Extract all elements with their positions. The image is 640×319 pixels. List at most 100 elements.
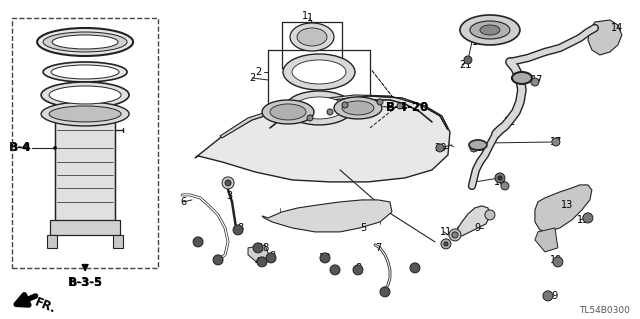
Text: 6: 6 (180, 197, 186, 207)
Polygon shape (55, 114, 115, 220)
Ellipse shape (270, 104, 306, 120)
Circle shape (320, 253, 330, 263)
Text: 5: 5 (360, 223, 366, 233)
Circle shape (327, 109, 333, 115)
Text: 8: 8 (355, 263, 361, 273)
Text: 3: 3 (226, 191, 232, 201)
Ellipse shape (512, 72, 532, 84)
Text: 2: 2 (255, 67, 261, 77)
Circle shape (353, 265, 363, 275)
Ellipse shape (294, 97, 344, 119)
Circle shape (552, 138, 560, 146)
Text: 12: 12 (504, 117, 516, 127)
Polygon shape (195, 96, 450, 182)
Polygon shape (588, 20, 622, 55)
Circle shape (452, 232, 458, 238)
Circle shape (307, 115, 313, 121)
Polygon shape (535, 185, 592, 232)
Circle shape (543, 291, 553, 301)
Circle shape (531, 78, 539, 86)
Circle shape (449, 229, 461, 241)
Circle shape (54, 146, 56, 149)
Ellipse shape (290, 23, 334, 51)
Circle shape (222, 177, 234, 189)
Circle shape (436, 144, 444, 152)
Circle shape (553, 257, 563, 267)
Text: 16: 16 (472, 37, 484, 47)
Circle shape (377, 99, 383, 105)
Text: 19: 19 (550, 255, 562, 265)
Polygon shape (113, 235, 123, 248)
Text: 19: 19 (577, 215, 589, 225)
Text: 8: 8 (412, 263, 418, 273)
Text: 1: 1 (302, 11, 308, 21)
Ellipse shape (49, 86, 121, 104)
Ellipse shape (334, 97, 382, 119)
Text: 21: 21 (459, 60, 471, 70)
Text: 8: 8 (269, 251, 275, 261)
Circle shape (253, 243, 263, 253)
Circle shape (444, 242, 448, 246)
Ellipse shape (480, 25, 500, 35)
Circle shape (342, 102, 348, 108)
Text: 8: 8 (195, 237, 201, 247)
Text: 1: 1 (307, 13, 313, 23)
Text: 20: 20 (434, 143, 446, 153)
Text: 15: 15 (476, 143, 488, 153)
Ellipse shape (460, 15, 520, 45)
Ellipse shape (297, 28, 327, 46)
Polygon shape (50, 220, 120, 235)
Text: B-4-20: B-4-20 (387, 101, 429, 115)
Text: 9: 9 (475, 223, 481, 233)
Polygon shape (47, 235, 57, 248)
Circle shape (485, 210, 495, 220)
Circle shape (470, 144, 478, 152)
Circle shape (380, 287, 390, 297)
Text: 18: 18 (258, 243, 270, 253)
Text: FR.: FR. (33, 296, 58, 316)
Ellipse shape (469, 140, 487, 150)
Text: 8: 8 (237, 223, 243, 233)
Ellipse shape (37, 28, 133, 56)
Ellipse shape (470, 21, 510, 39)
Text: B-3-5: B-3-5 (68, 276, 102, 289)
Ellipse shape (52, 35, 118, 49)
Ellipse shape (43, 32, 127, 52)
Circle shape (193, 237, 203, 247)
Ellipse shape (51, 65, 119, 79)
Ellipse shape (49, 106, 121, 122)
Polygon shape (456, 206, 490, 236)
Ellipse shape (285, 91, 353, 125)
Text: 17: 17 (550, 137, 562, 147)
Polygon shape (248, 245, 270, 265)
Circle shape (464, 56, 472, 64)
Circle shape (583, 213, 593, 223)
Ellipse shape (43, 62, 127, 82)
Circle shape (501, 182, 509, 190)
Text: B-4-20: B-4-20 (387, 101, 429, 115)
Text: 19: 19 (547, 291, 559, 301)
Circle shape (330, 265, 340, 275)
Circle shape (495, 173, 505, 183)
Ellipse shape (283, 54, 355, 90)
Circle shape (441, 239, 451, 249)
Polygon shape (535, 228, 558, 252)
Circle shape (225, 180, 231, 186)
Circle shape (397, 103, 403, 109)
Circle shape (257, 257, 267, 267)
Text: 17: 17 (531, 75, 543, 85)
Text: 7: 7 (375, 243, 381, 253)
Polygon shape (262, 200, 392, 232)
Ellipse shape (262, 100, 314, 124)
Text: B-4: B-4 (10, 143, 31, 153)
Text: 13: 13 (561, 200, 573, 210)
Polygon shape (220, 95, 448, 138)
Circle shape (266, 253, 276, 263)
Text: 10: 10 (494, 177, 506, 187)
Text: B-3-5: B-3-5 (68, 278, 102, 288)
Text: TL54B0300: TL54B0300 (579, 306, 630, 315)
Text: 18: 18 (319, 253, 331, 263)
Text: B-4: B-4 (9, 141, 31, 154)
Text: 14: 14 (611, 23, 623, 33)
Ellipse shape (292, 60, 346, 84)
